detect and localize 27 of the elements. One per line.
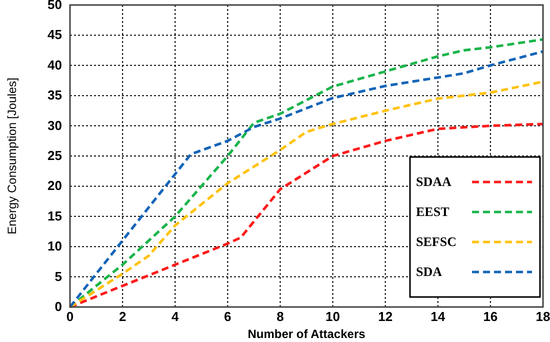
x-tick-label: 0 bbox=[66, 309, 74, 324]
legend-label: SDAA bbox=[416, 174, 452, 189]
y-tick-label: 5 bbox=[54, 268, 62, 284]
y-tick-label: 0 bbox=[54, 299, 62, 314]
x-tick-label: 4 bbox=[171, 309, 180, 324]
x-tick-label: 16 bbox=[483, 309, 498, 324]
y-tick-label: 25 bbox=[48, 148, 62, 163]
y-tick-label: 45 bbox=[48, 27, 62, 42]
y-tick-label: 40 bbox=[48, 57, 62, 72]
legend-label: EEST bbox=[416, 204, 450, 219]
x-tick-label: 18 bbox=[536, 309, 550, 324]
x-tick-label: 14 bbox=[430, 309, 446, 324]
legend-label: SDA bbox=[416, 264, 443, 279]
y-tick-label: 10 bbox=[48, 238, 62, 254]
y-tick-label: 50 bbox=[48, 0, 62, 12]
x-tick-label: 12 bbox=[378, 309, 393, 324]
x-tick-label: 8 bbox=[276, 309, 284, 324]
y-tick-label: 30 bbox=[48, 118, 62, 133]
x-axis-title: Number of Attackers bbox=[248, 327, 366, 341]
y-tick-label: 35 bbox=[48, 88, 62, 103]
x-tick-label: 2 bbox=[118, 309, 126, 324]
y-axis-title: Energy Consumption [Joules] bbox=[5, 78, 19, 234]
x-tick-label: 6 bbox=[224, 309, 232, 324]
legend-label: SEFSC bbox=[416, 234, 456, 249]
y-tick-label: 20 bbox=[48, 178, 62, 194]
x-tick-label: 10 bbox=[326, 309, 340, 324]
y-tick-label: 15 bbox=[48, 208, 62, 224]
